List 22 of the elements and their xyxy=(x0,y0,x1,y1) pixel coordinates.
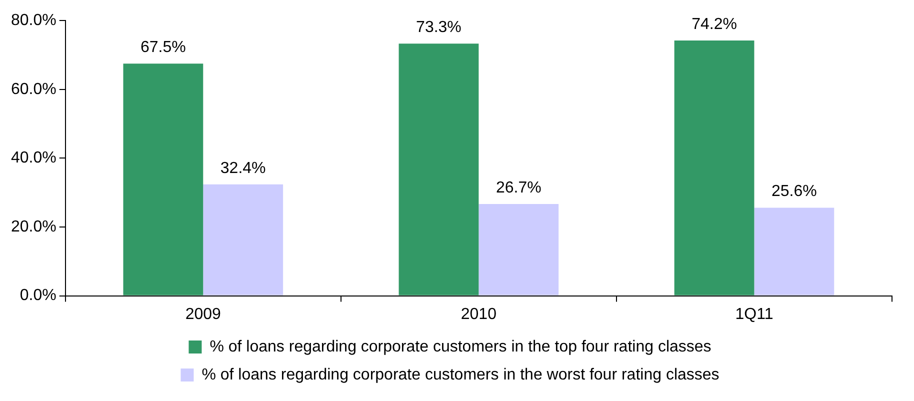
bar xyxy=(398,44,479,296)
x-tick-label: 1Q11 xyxy=(735,306,774,323)
bar xyxy=(674,40,754,296)
legend-label: % of loans regarding corporate customers in the top four rating classes xyxy=(210,338,712,356)
bar xyxy=(754,208,834,296)
y-tick-label: 40.0% xyxy=(10,150,56,167)
bar xyxy=(478,204,559,296)
y-tick-label: 60.0% xyxy=(10,80,56,98)
y-tick-label: 0.0% xyxy=(20,287,56,304)
data-label: 67.5% xyxy=(140,39,186,56)
x-tick-label: 2010 xyxy=(460,306,497,323)
data-label: 32.4% xyxy=(220,160,266,177)
y-tick-label: 20.0% xyxy=(10,218,56,236)
bar xyxy=(123,64,204,296)
data-label: 73.3% xyxy=(416,19,462,36)
data-label: 25.6% xyxy=(771,183,817,200)
legend-label: % of loans regarding corporate customers in the worst four rating classes xyxy=(202,366,720,384)
data-label: 74.2% xyxy=(692,16,737,33)
y-tick-label: 80.0% xyxy=(10,12,56,30)
x-tick-label: 2009 xyxy=(185,306,222,323)
bar xyxy=(203,184,284,296)
data-label: 26.7% xyxy=(496,179,542,196)
